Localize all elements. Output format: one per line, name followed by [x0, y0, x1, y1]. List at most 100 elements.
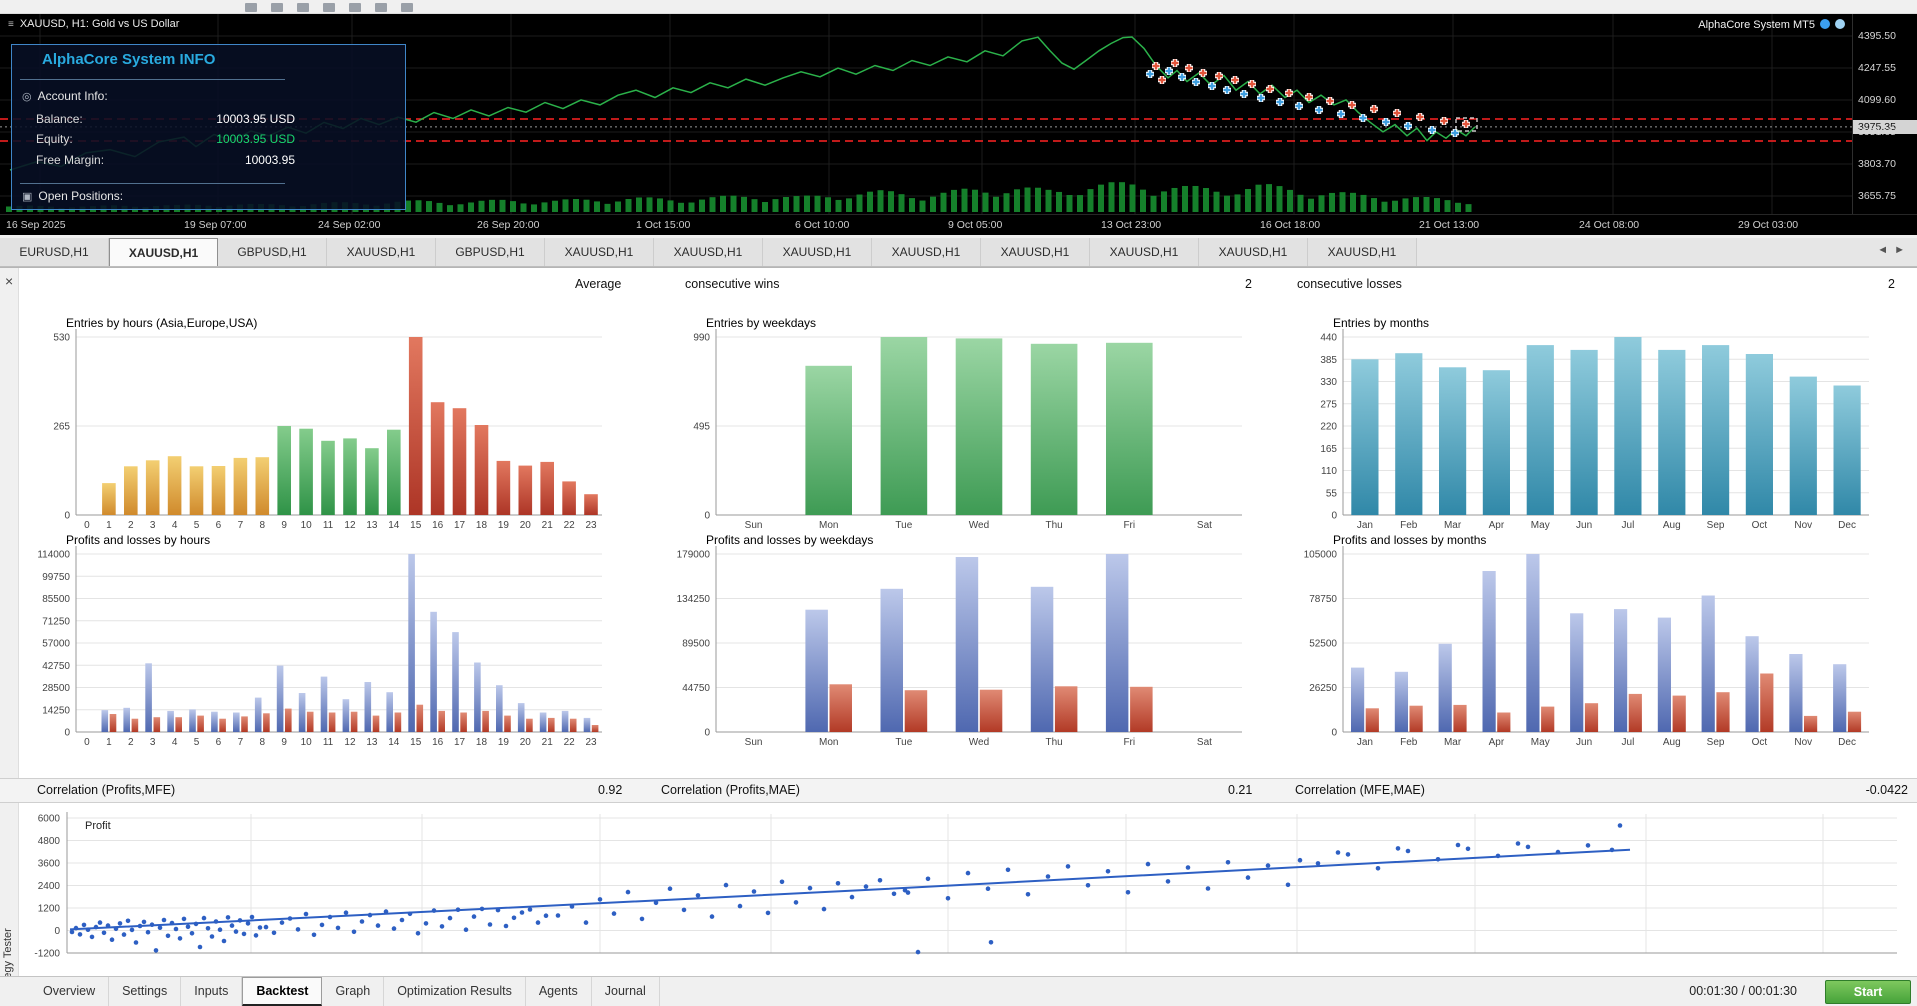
- date-tick: 16 Sep 2025: [6, 219, 66, 231]
- svg-text:105000: 105000: [1304, 550, 1338, 561]
- date-tick: 13 Oct 23:00: [1101, 219, 1162, 231]
- svg-text:Profits and losses by months: Profits and losses by months: [1333, 533, 1486, 547]
- cursor-icon[interactable]: [297, 3, 309, 12]
- svg-text:42750: 42750: [42, 661, 70, 672]
- svg-text:Profits and losses by weekdays: Profits and losses by weekdays: [706, 533, 873, 547]
- svg-text:5: 5: [194, 737, 200, 747]
- date-tick: 16 Oct 18:00: [1260, 219, 1321, 231]
- chart-menu-icon[interactable]: ≡: [8, 19, 14, 30]
- svg-text:0: 0: [64, 511, 70, 522]
- tester-tab-inputs[interactable]: Inputs: [181, 977, 243, 1006]
- chart-tab-12-xauusd-h1[interactable]: XAUUSD,H1: [1308, 238, 1417, 266]
- date-tick: 26 Sep 20:00: [477, 219, 540, 231]
- stat-label-consecutive-wins: consecutive wins: [685, 277, 780, 291]
- svg-text:179000: 179000: [677, 550, 711, 561]
- svg-text:12: 12: [344, 520, 356, 530]
- zoom-out-icon[interactable]: [401, 3, 413, 12]
- svg-text:Nov: Nov: [1794, 737, 1812, 747]
- close-panel-icon[interactable]: ×: [5, 273, 14, 289]
- stat-value-consecutive-wins: 2: [1245, 277, 1252, 291]
- svg-text:495: 495: [693, 422, 710, 433]
- chart-tab-2-gbpusd-h1[interactable]: GBPUSD,H1: [218, 238, 327, 266]
- date-axis[interactable]: 16 Sep 2025 19 Sep 07:00 24 Sep 02:00 26 Se…: [0, 214, 1917, 235]
- chart-tab-3-xauusd-h1[interactable]: XAUUSD,H1: [327, 238, 436, 266]
- tester-tabs: Overview Settings Inputs Backtest Graph Optim…: [30, 977, 660, 1006]
- crosshair-icon[interactable]: [271, 3, 283, 12]
- chart-tab-bar: EURUSD,H1 XAUUSD,H1 GBPUSD,H1 XAUUSD,H1 GBPU…: [0, 238, 1917, 267]
- svg-text:Jul: Jul: [1622, 737, 1635, 747]
- svg-text:Sun: Sun: [745, 520, 763, 530]
- svg-text:Entries by weekdays: Entries by weekdays: [706, 316, 816, 330]
- free-margin-value: 10003.95: [244, 153, 295, 167]
- svg-text:14: 14: [388, 520, 400, 530]
- chart-tab-8-xauusd-h1[interactable]: XAUUSD,H1: [872, 238, 981, 266]
- svg-text:Jun: Jun: [1576, 737, 1592, 747]
- svg-text:Sat: Sat: [1197, 737, 1212, 747]
- tabs-scroll-left-icon[interactable]: ◄: [1877, 244, 1895, 256]
- svg-text:5: 5: [194, 520, 200, 530]
- chart-tab-6-xauusd-h1[interactable]: XAUUSD,H1: [654, 238, 763, 266]
- svg-text:Jan: Jan: [1357, 520, 1373, 530]
- tester-tab-settings[interactable]: Settings: [109, 977, 182, 1006]
- zoom-in-icon[interactable]: [375, 3, 387, 12]
- chart-tab-4-gbpusd-h1[interactable]: GBPUSD,H1: [436, 238, 545, 266]
- svg-text:Wed: Wed: [969, 520, 989, 530]
- svg-text:Aug: Aug: [1663, 520, 1681, 530]
- svg-text:Fri: Fri: [1123, 737, 1135, 747]
- chart-tab-11-xauusd-h1[interactable]: XAUUSD,H1: [1199, 238, 1308, 266]
- date-tick: 24 Sep 02:00: [318, 219, 381, 231]
- tester-tab-overview[interactable]: Overview: [30, 977, 110, 1006]
- svg-text:7: 7: [238, 520, 244, 530]
- chart-tab-0-eurusd-h1[interactable]: EURUSD,H1: [0, 238, 109, 266]
- svg-text:Apr: Apr: [1489, 520, 1505, 530]
- ea-status-icon[interactable]: [1820, 19, 1830, 29]
- svg-text:Profit: Profit: [85, 820, 111, 832]
- svg-text:7: 7: [238, 737, 244, 747]
- strategy-tester-panel: × Average consecutive wins 2 consecutive…: [0, 267, 1917, 977]
- svg-text:Oct: Oct: [1752, 520, 1768, 530]
- price-scale[interactable]: 3975.35 4395.50 4247.55 4099.60 3951.65 3803…: [1852, 14, 1917, 214]
- svg-text:Tue: Tue: [895, 520, 912, 530]
- text-label-icon[interactable]: [349, 3, 361, 12]
- entries-by-weekdays-chart: Entries by weekdays 0 495 990 Sun Mon Tue Wed Th…: [693, 316, 1242, 530]
- svg-text:26250: 26250: [1309, 683, 1337, 694]
- svg-text:Sun: Sun: [745, 737, 763, 747]
- svg-text:Jun: Jun: [1576, 520, 1592, 530]
- tester-tab-optimization-results[interactable]: Optimization Results: [384, 977, 526, 1006]
- start-button[interactable]: Start: [1825, 980, 1911, 1004]
- tester-tab-agents[interactable]: Agents: [526, 977, 592, 1006]
- svg-text:Aug: Aug: [1663, 737, 1681, 747]
- stat-label-average: Average: [575, 277, 622, 291]
- chart-mode-icon[interactable]: [245, 3, 257, 12]
- svg-text:55: 55: [1326, 488, 1338, 499]
- svg-text:0: 0: [64, 728, 70, 739]
- svg-text:275: 275: [1320, 399, 1337, 410]
- tabs-scroll-right-icon[interactable]: ►: [1894, 244, 1911, 256]
- tester-tab-backtest[interactable]: Backtest: [242, 977, 323, 1006]
- draw-line-icon[interactable]: [323, 3, 335, 12]
- svg-text:Jul: Jul: [1622, 520, 1635, 530]
- svg-text:Thu: Thu: [1046, 737, 1063, 747]
- svg-text:85500: 85500: [42, 594, 70, 605]
- ea-settings-icon[interactable]: [1835, 19, 1845, 29]
- tester-tab-graph[interactable]: Graph: [322, 977, 385, 1006]
- svg-text:2: 2: [128, 520, 134, 530]
- svg-text:23: 23: [585, 737, 597, 747]
- svg-text:4: 4: [172, 737, 178, 747]
- chart-tab-7-xauusd-h1[interactable]: XAUUSD,H1: [763, 238, 872, 266]
- chart-tab-1-xauusd-h1[interactable]: XAUUSD,H1: [109, 238, 218, 266]
- chart-tab-9-xauusd-h1[interactable]: XAUUSD,H1: [981, 238, 1090, 266]
- svg-text:71250: 71250: [42, 616, 70, 627]
- svg-text:Mon: Mon: [819, 737, 838, 747]
- open-positions-icon: ▣: [22, 191, 33, 203]
- chart-tab-5-xauusd-h1[interactable]: XAUUSD,H1: [545, 238, 654, 266]
- correlation-profits-mae-value: 0.21: [1228, 783, 1253, 797]
- svg-text:57000: 57000: [42, 639, 70, 650]
- chart-tab-10-xauusd-h1[interactable]: XAUUSD,H1: [1090, 238, 1199, 266]
- svg-text:6000: 6000: [38, 814, 61, 825]
- tester-tab-journal[interactable]: Journal: [592, 977, 660, 1006]
- svg-text:385: 385: [1320, 355, 1337, 366]
- svg-text:0: 0: [704, 728, 710, 739]
- svg-text:Feb: Feb: [1400, 520, 1418, 530]
- svg-text:20: 20: [520, 737, 532, 747]
